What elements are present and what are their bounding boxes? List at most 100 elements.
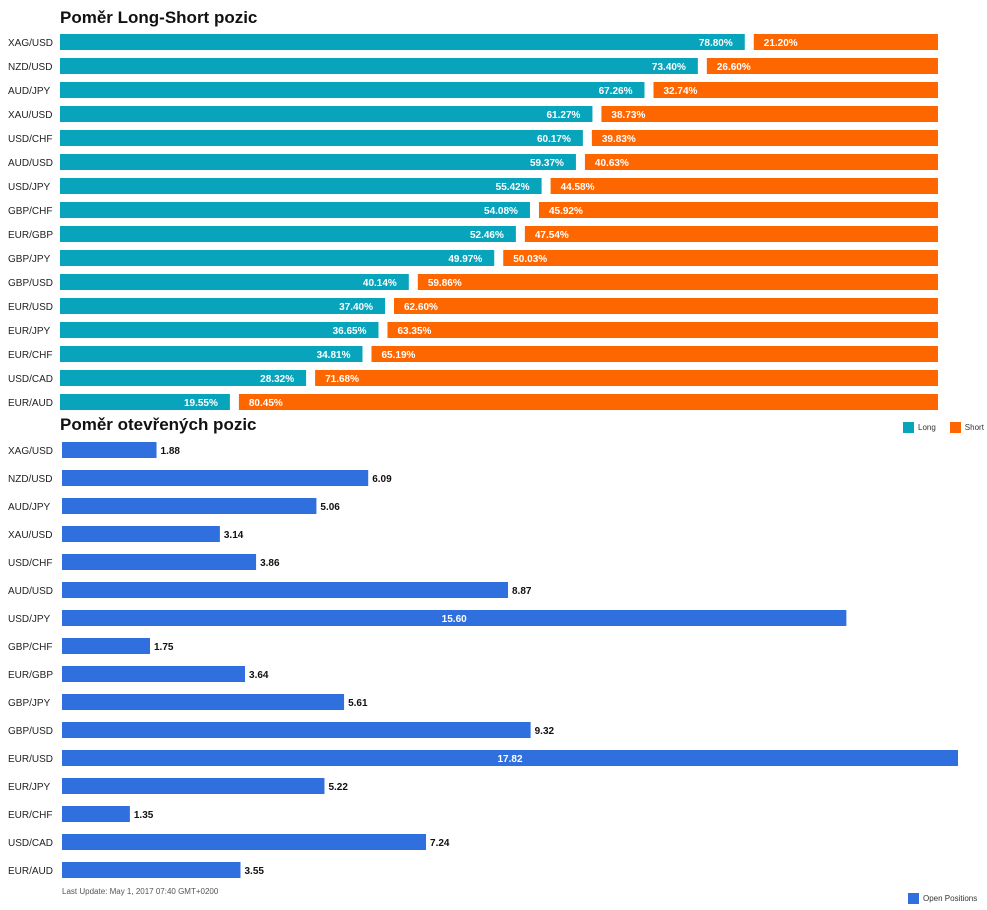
- data-label-short: 63.35%: [397, 326, 431, 337]
- bar-open-positions: [62, 834, 427, 850]
- bar-long: [60, 394, 230, 410]
- data-label-open-positions: 5.22: [328, 782, 348, 793]
- category-label: GBP/USD: [8, 726, 53, 737]
- bar-short: [653, 82, 938, 98]
- category-label: AUD/JPY: [8, 86, 51, 97]
- bar-open-positions: [62, 498, 317, 514]
- bar-long: [60, 226, 516, 242]
- chart-title-open-positions: Poměr otevřených pozic: [60, 415, 257, 434]
- data-label-short: 39.83%: [602, 134, 636, 145]
- category-label: EUR/JPY: [8, 326, 51, 337]
- legend-swatch-long: [903, 422, 914, 433]
- category-label: GBP/JPY: [8, 698, 51, 709]
- data-label-open-positions: 7.24: [430, 838, 450, 849]
- data-label-open-positions: 5.61: [348, 698, 368, 709]
- data-label-short: 59.86%: [428, 278, 462, 289]
- data-label-open-positions: 6.09: [372, 474, 392, 485]
- bar-long: [60, 178, 542, 194]
- data-label-long: 60.17%: [537, 134, 571, 145]
- category-label: EUR/USD: [8, 302, 53, 313]
- category-label: USD/CHF: [8, 558, 52, 569]
- data-label-short: 26.60%: [717, 62, 751, 73]
- bar-open-positions: [62, 694, 345, 710]
- bar-long: [60, 370, 307, 386]
- bar-long: [60, 322, 379, 338]
- category-label: EUR/CHF: [8, 350, 52, 361]
- legend-label-short: Short: [964, 423, 984, 432]
- data-label-long: 34.81%: [317, 350, 351, 361]
- bar-short: [584, 154, 938, 170]
- category-label: AUD/USD: [8, 158, 53, 169]
- data-label-open-positions: 3.86: [260, 558, 280, 569]
- data-label-open-positions: 3.55: [244, 866, 264, 877]
- category-label: EUR/GBP: [8, 230, 53, 241]
- data-label-long: 61.27%: [547, 110, 581, 121]
- data-label-short: 44.58%: [561, 182, 595, 193]
- data-label-open-positions: 8.87: [512, 586, 532, 597]
- legend-open-positions: Open Positions: [908, 893, 977, 904]
- bar-long: [60, 34, 745, 50]
- data-label-long: 54.08%: [484, 206, 518, 217]
- data-label-open-positions: 1.75: [154, 642, 174, 653]
- bar-open-positions: [62, 750, 958, 766]
- bar-long: [60, 346, 363, 362]
- data-label-long: 19.55%: [184, 398, 218, 409]
- bar-long: [60, 82, 645, 98]
- bar-open-positions: [62, 442, 157, 458]
- data-label-short: 38.73%: [611, 110, 645, 121]
- data-label-long: 52.46%: [470, 230, 504, 241]
- bar-short: [417, 274, 938, 290]
- bar-long: [60, 106, 593, 122]
- bar-open-positions: [62, 526, 220, 542]
- bar-short: [238, 394, 938, 410]
- category-label: USD/JPY: [8, 182, 51, 193]
- data-label-long: 78.80%: [699, 38, 733, 49]
- bar-short: [550, 178, 938, 194]
- data-label-open-positions: 9.32: [535, 726, 555, 737]
- bar-open-positions: [62, 806, 130, 822]
- data-label-open-positions: 17.82: [497, 754, 522, 765]
- category-label: EUR/GBP: [8, 670, 53, 681]
- category-label: USD/CHF: [8, 134, 52, 145]
- bar-open-positions: [62, 582, 508, 598]
- category-label: GBP/CHF: [8, 642, 52, 653]
- bar-open-positions: [62, 610, 847, 626]
- data-label-open-positions: 15.60: [442, 614, 467, 625]
- data-label-long: 36.65%: [333, 326, 367, 337]
- legend-long-short: Long Short: [903, 422, 984, 433]
- category-label: XAG/USD: [8, 446, 53, 457]
- category-label: EUR/JPY: [8, 782, 51, 793]
- chart-title-long-short: Poměr Long-Short pozic: [60, 8, 258, 27]
- category-label: NZD/USD: [8, 474, 52, 485]
- data-label-long: 28.32%: [260, 374, 294, 385]
- data-label-open-positions: 1.88: [161, 446, 181, 457]
- bar-short: [524, 226, 938, 242]
- category-label: XAU/USD: [8, 530, 52, 541]
- bar-short: [591, 130, 938, 146]
- bar-long: [60, 298, 386, 314]
- bar-open-positions: [62, 862, 241, 878]
- category-label: EUR/USD: [8, 754, 53, 765]
- bar-open-positions: [62, 666, 246, 682]
- bar-open-positions: [62, 778, 325, 794]
- category-label: EUR/AUD: [8, 398, 53, 409]
- category-label: AUD/USD: [8, 586, 53, 597]
- last-update-note: Last Update: May 1, 2017 07:40 GMT+0200: [62, 887, 219, 896]
- bar-short: [601, 106, 938, 122]
- legend-swatch-open-positions: [908, 893, 919, 904]
- legend-label-long: Long: [918, 423, 936, 432]
- bar-long: [60, 130, 583, 146]
- category-label: GBP/USD: [8, 278, 53, 289]
- legend-swatch-short: [949, 422, 961, 433]
- category-label: EUR/CHF: [8, 810, 52, 821]
- data-label-short: 71.68%: [325, 374, 359, 385]
- category-label: NZD/USD: [8, 62, 52, 73]
- bar-long: [60, 202, 530, 218]
- bar-open-positions: [62, 554, 257, 570]
- data-label-long: 37.40%: [339, 302, 373, 313]
- category-label: GBP/JPY: [8, 254, 51, 265]
- bar-long: [60, 58, 698, 74]
- category-label: USD/JPY: [8, 614, 51, 625]
- data-label-short: 50.03%: [513, 254, 547, 265]
